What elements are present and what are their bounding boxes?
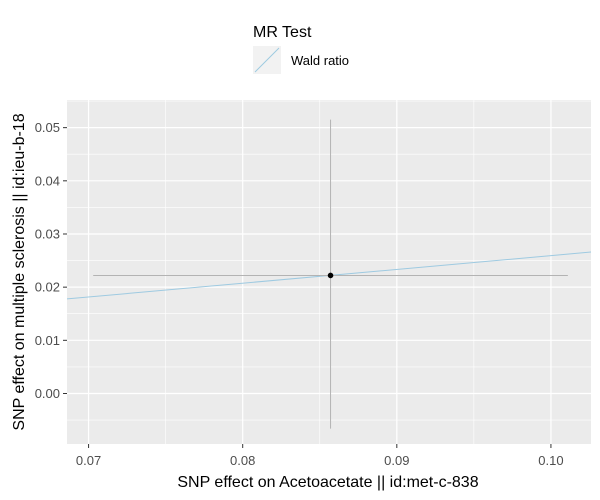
y-axis-ticks: 0.00 0.01 0.02 0.03 0.04 0.05 [35, 120, 67, 401]
x-tick-label: 0.08 [230, 453, 255, 468]
x-tick-label: 0.10 [538, 453, 563, 468]
y-tick-label: 0.05 [35, 120, 60, 135]
minor-gridlines [67, 100, 591, 444]
x-tick-label: 0.09 [384, 453, 409, 468]
data-points [327, 272, 334, 279]
y-tick-label: 0.04 [35, 173, 60, 188]
y-tick-label: 0.02 [35, 280, 60, 295]
y-tick-label: 0.01 [35, 333, 60, 348]
legend-title: MR Test [253, 24, 312, 41]
plot-panel [67, 100, 591, 444]
y-tick-label: 0.00 [35, 386, 60, 401]
major-gridlines [67, 100, 591, 444]
x-tick-label: 0.07 [76, 453, 101, 468]
x-axis-title: SNP effect on Acetoacetate || id:met-c-8… [177, 474, 478, 491]
x-axis-ticks: 0.07 0.08 0.09 0.10 [76, 444, 564, 468]
legend: MR Test Wald ratio [253, 24, 349, 74]
y-axis-title: SNP effect on multiple sclerosis || id:i… [11, 113, 28, 430]
y-tick-label: 0.03 [35, 226, 60, 241]
legend-label-wald-ratio: Wald ratio [291, 53, 349, 68]
legend-key-wald-ratio [253, 46, 281, 74]
data-point [327, 272, 334, 279]
